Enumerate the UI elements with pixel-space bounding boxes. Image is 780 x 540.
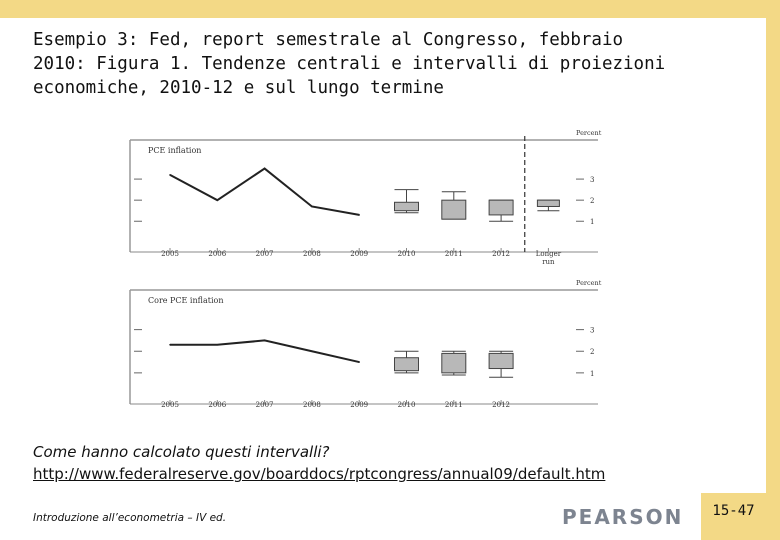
unit-label: Percent — [576, 279, 602, 287]
projection-central-box — [394, 201, 419, 212]
unit-label: Percent — [576, 129, 602, 137]
x-tick-label: 2011 — [445, 401, 463, 409]
history-point — [358, 361, 361, 363]
history-point — [216, 199, 219, 201]
x-tick-label: 2009 — [350, 401, 368, 409]
x-tick-label: 2012 — [492, 401, 510, 409]
x-tick-label: 2007 — [256, 401, 274, 409]
x-tick-label: 2005 — [161, 401, 179, 409]
chart-title: PCE inflation — [148, 146, 201, 155]
projection-central-box — [441, 199, 467, 220]
projection-central-box — [536, 199, 560, 207]
pearson-logo: PEARSON — [562, 505, 684, 529]
y-tick-label: 1 — [590, 370, 594, 378]
y-tick-label: 3 — [590, 176, 594, 184]
x-tick-label: 2008 — [303, 401, 321, 409]
history-point — [263, 167, 266, 170]
y-tick-label: 2 — [590, 348, 594, 356]
x-tick-label: 2006 — [208, 401, 226, 409]
history-point — [263, 339, 266, 342]
x-tick-label: 2008 — [303, 250, 321, 258]
history-point — [311, 205, 313, 208]
x-tick-label: 2010 — [398, 401, 416, 409]
history-point — [358, 214, 361, 216]
x-tick-label: 2010 — [398, 250, 416, 258]
x-tick-label: Longer — [536, 250, 562, 258]
chart-title: Core PCE inflation — [148, 296, 223, 305]
slide-title: Esempio 3: Fed, report semestrale al Con… — [33, 30, 666, 98]
footer-text: Introduzione all’econometria – IV ed. — [33, 512, 227, 524]
projection-central-box — [488, 199, 514, 216]
page-number-box: 15-47 — [701, 493, 766, 540]
history-point — [311, 350, 313, 353]
x-tick-label: 2011 — [445, 250, 463, 258]
x-tick-label: 2005 — [161, 250, 179, 258]
federal-reserve-link[interactable]: http://www.federalreserve.gov/boarddocs/… — [33, 465, 606, 483]
history-point — [169, 174, 171, 176]
projection-central-box — [394, 357, 419, 372]
y-tick-label: 1 — [590, 218, 594, 226]
y-tick-label: 2 — [590, 197, 594, 205]
x-tick-label: 2007 — [256, 250, 274, 258]
right-accent-bar — [766, 0, 780, 540]
history-line — [169, 167, 360, 216]
x-tick-label: 2012 — [492, 250, 510, 258]
history-line — [170, 339, 360, 364]
y-tick-label: 3 — [590, 327, 594, 335]
projection-central-box — [488, 352, 514, 370]
x-tick-label: 2006 — [208, 250, 226, 258]
x-tick-label: 2009 — [350, 250, 368, 258]
projection-central-box — [441, 352, 467, 374]
question-text: Come hanno calcolato questi intervalli? — [33, 443, 330, 461]
history-point — [216, 343, 219, 346]
page-number: 15-47 — [712, 503, 755, 519]
x-tick-label: run — [542, 258, 555, 266]
top-accent-bar — [0, 0, 780, 18]
history-point — [169, 343, 171, 346]
